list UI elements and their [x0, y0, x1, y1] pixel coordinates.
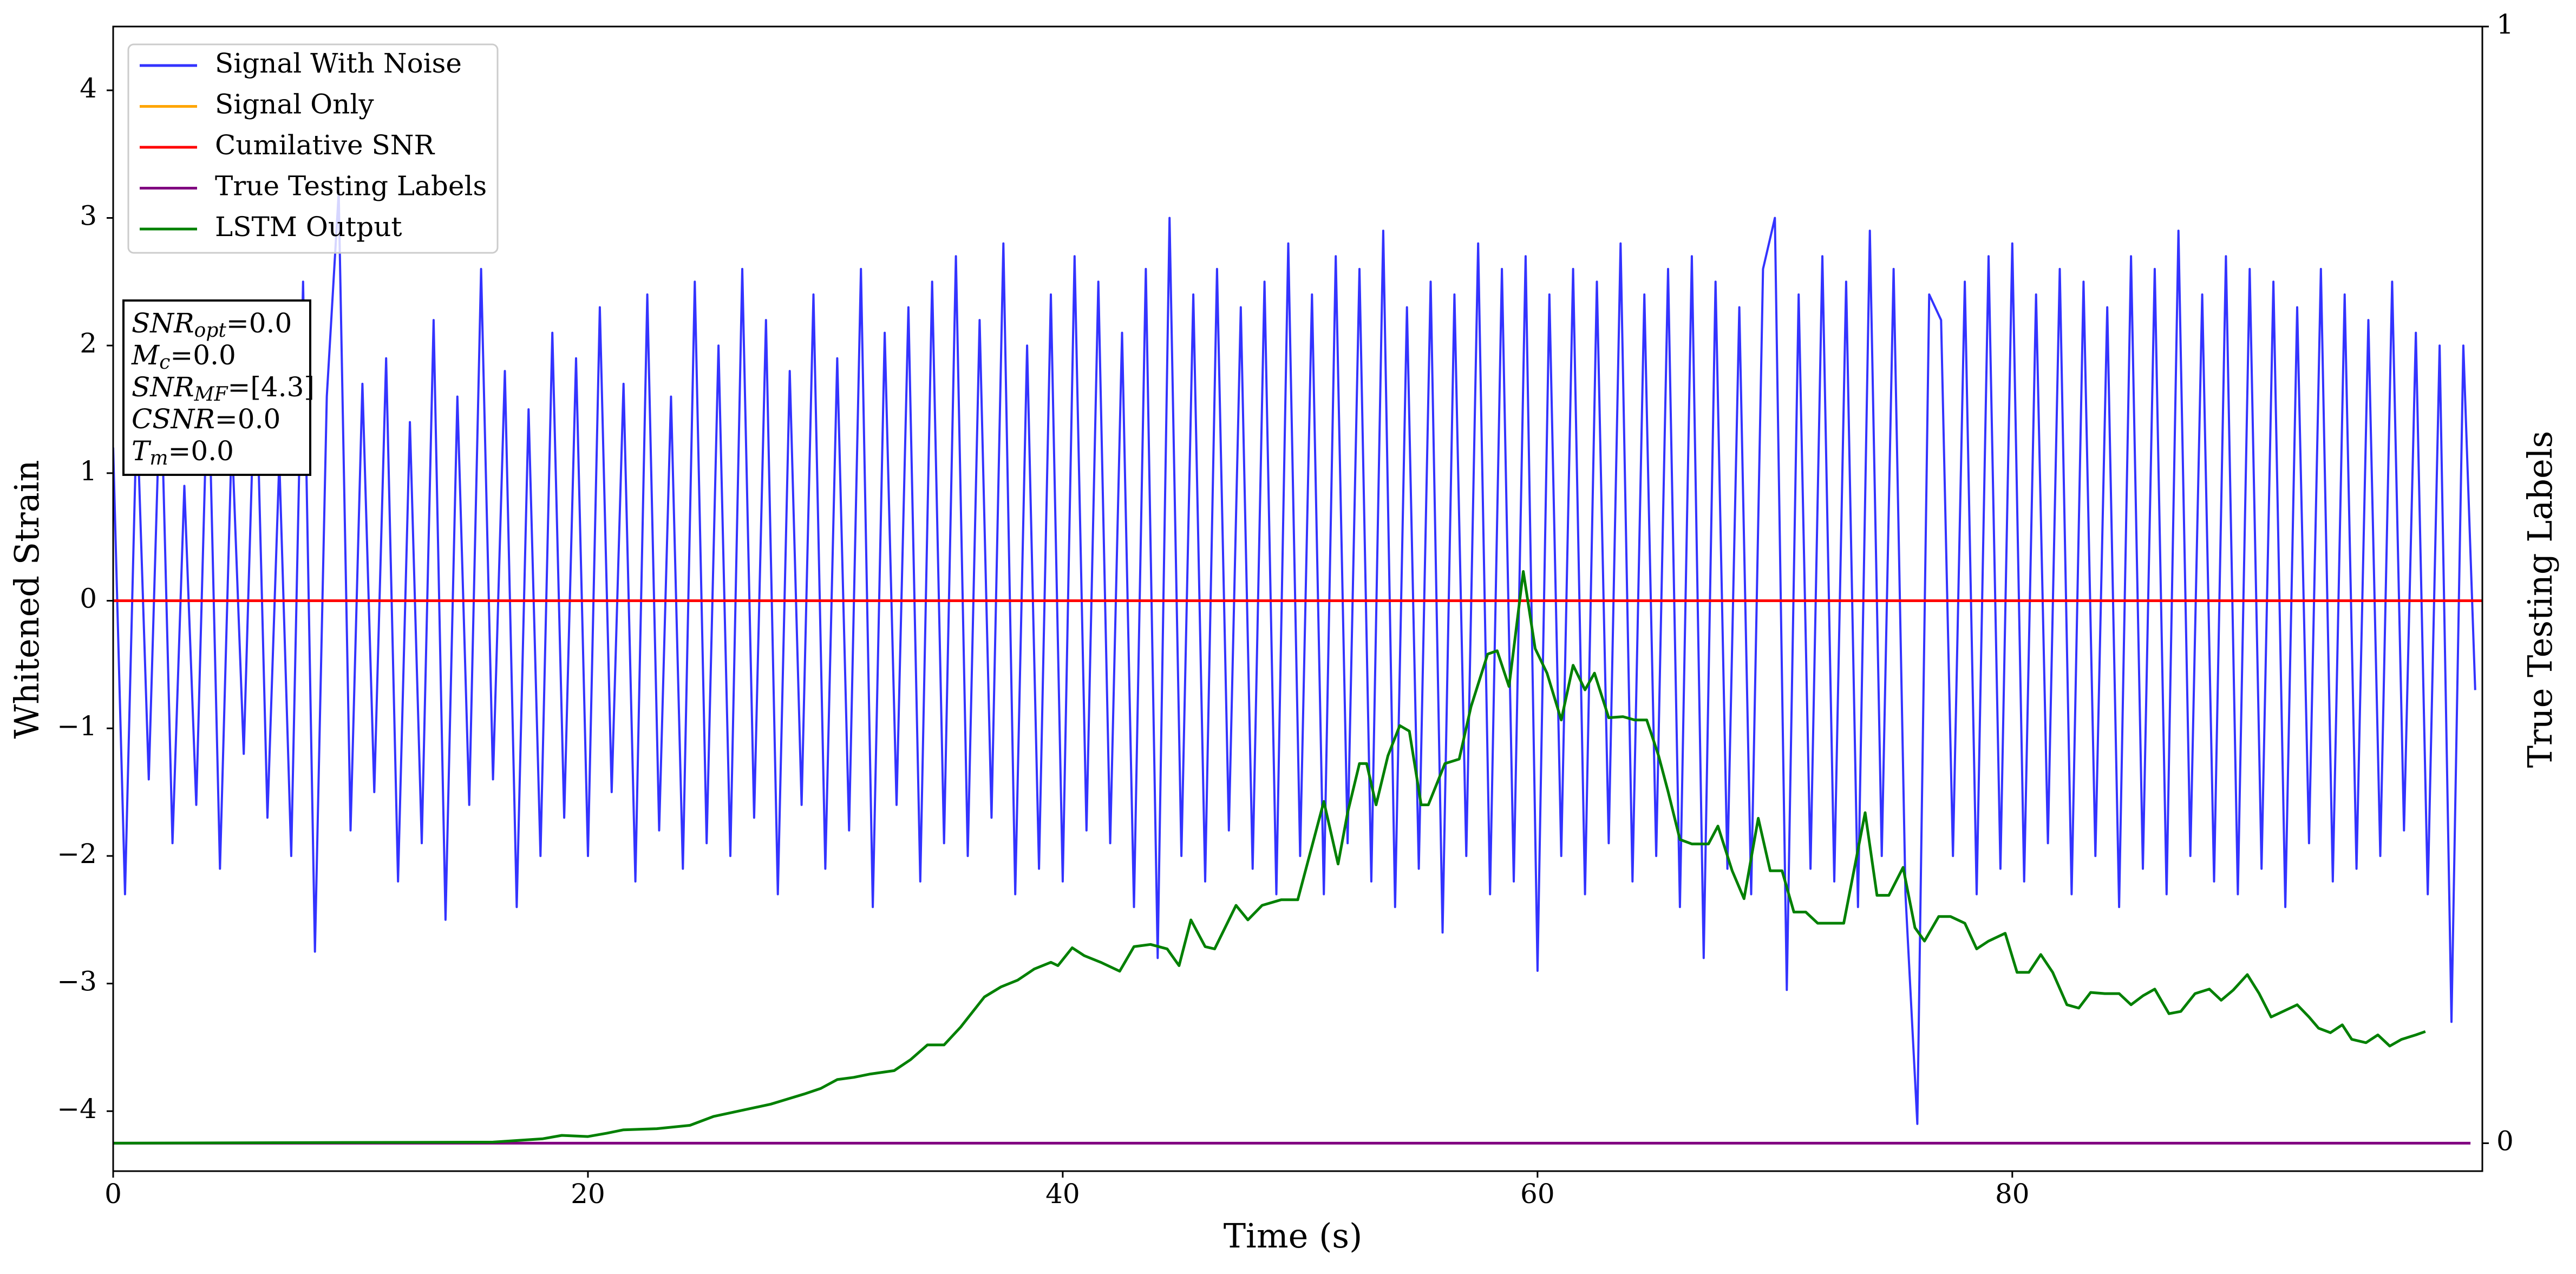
plot-area [113, 191, 2482, 1145]
y-tick-label: −4 [57, 1093, 97, 1125]
annotation-value: =0.0 [170, 339, 236, 371]
y2-axis-label: True Testing Labels [2520, 431, 2560, 768]
annotation-sub: MF [194, 383, 229, 406]
annotation-sub: opt [194, 319, 227, 342]
annotation-sub: c [159, 351, 170, 374]
x-tick-label: 20 [571, 1178, 605, 1210]
x-tick-label: 40 [1045, 1178, 1080, 1210]
axes-frame [112, 25, 2483, 1172]
series-line [113, 570, 2426, 1145]
annotation-var: M [131, 339, 160, 371]
y-tick-label: 1 [80, 455, 97, 487]
y-tick-label: 4 [80, 73, 97, 104]
annotation-box [122, 299, 311, 476]
y2-tick-label: 1 [2496, 9, 2514, 40]
y-tick-label: −1 [57, 710, 97, 742]
annotation-sub: m [149, 447, 168, 469]
annotation-line: SNRopt=0.0 [132, 308, 292, 342]
legend-label: Signal Only [215, 89, 374, 120]
annotation-line: SNRMF=[4.3] [132, 371, 315, 406]
annotation-var: T [132, 435, 152, 467]
y-tick-label: −3 [57, 966, 97, 997]
x-tick-label: 80 [1995, 1178, 2030, 1210]
y-tick-label: 2 [80, 328, 97, 359]
y-tick-label: −2 [57, 838, 97, 870]
annotation-line: CSNR=0.0 [132, 403, 280, 435]
annotation-value: =0.0 [226, 308, 292, 339]
y2-tick-label: 0 [2496, 1125, 2514, 1157]
x-axis-label: Time (s) [1224, 1216, 1363, 1256]
annotation-line: Tm=0.0 [132, 435, 234, 469]
legend-label: True Testing Labels [215, 171, 487, 202]
legend-label: Cumilative SNR [215, 129, 435, 161]
y-axis-label: Whitened Strain [7, 460, 47, 739]
series-line [113, 191, 2476, 1125]
y-tick-label: 0 [80, 583, 97, 615]
annotation-line: Mc=0.0 [131, 339, 236, 374]
y-tick-label: 3 [80, 200, 97, 232]
legend-label: LSTM Output [215, 211, 402, 243]
annotation-var: SNR [132, 371, 194, 403]
legend-box [127, 43, 499, 254]
annotation-var: CSNR [132, 403, 215, 435]
annotation-value: =[4.3] [228, 371, 315, 403]
annotation-value: =0.0 [215, 403, 280, 435]
x-tick-label: 60 [1520, 1178, 1555, 1210]
x-tick-label: 0 [104, 1178, 122, 1210]
annotation-var: SNR [132, 308, 194, 339]
legend-label: Signal With Noise [215, 48, 462, 79]
annotation-value: =0.0 [168, 435, 234, 467]
